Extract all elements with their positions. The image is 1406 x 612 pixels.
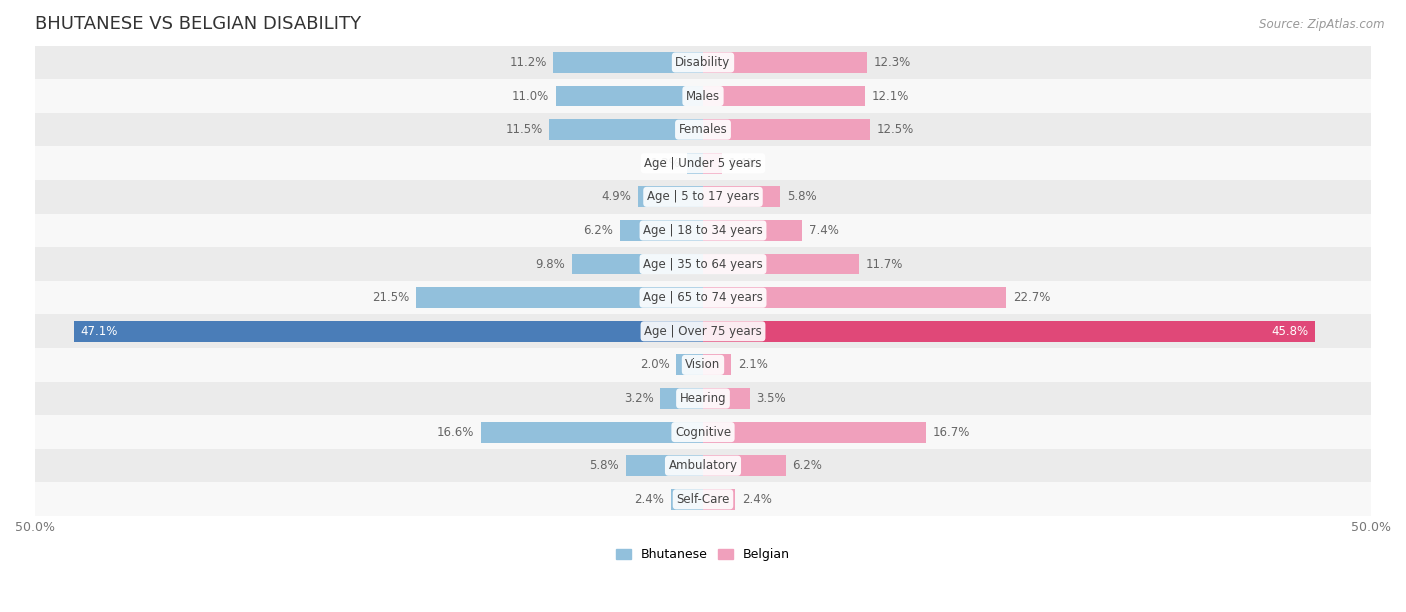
Text: 2.4%: 2.4% bbox=[634, 493, 664, 506]
Text: 11.5%: 11.5% bbox=[505, 123, 543, 136]
Text: 2.4%: 2.4% bbox=[742, 493, 772, 506]
Text: 11.0%: 11.0% bbox=[512, 89, 550, 103]
Text: 4.9%: 4.9% bbox=[600, 190, 631, 203]
Text: Age | 5 to 17 years: Age | 5 to 17 years bbox=[647, 190, 759, 203]
Legend: Bhutanese, Belgian: Bhutanese, Belgian bbox=[612, 543, 794, 566]
Text: 5.8%: 5.8% bbox=[787, 190, 817, 203]
Bar bbox=[416, 287, 703, 308]
Text: 12.1%: 12.1% bbox=[872, 89, 908, 103]
Text: 11.2%: 11.2% bbox=[509, 56, 547, 69]
Bar bbox=[703, 388, 749, 409]
Text: 3.5%: 3.5% bbox=[756, 392, 786, 405]
Bar bbox=[35, 113, 1371, 146]
Text: Self-Care: Self-Care bbox=[676, 493, 730, 506]
Bar bbox=[703, 287, 1007, 308]
Text: Males: Males bbox=[686, 89, 720, 103]
Text: 1.2%: 1.2% bbox=[651, 157, 681, 170]
Bar bbox=[35, 214, 1371, 247]
Text: 9.8%: 9.8% bbox=[536, 258, 565, 271]
Bar bbox=[35, 180, 1371, 214]
Bar bbox=[676, 354, 703, 375]
Text: Age | Under 5 years: Age | Under 5 years bbox=[644, 157, 762, 170]
Text: Cognitive: Cognitive bbox=[675, 425, 731, 439]
Text: 1.4%: 1.4% bbox=[728, 157, 758, 170]
Bar bbox=[35, 449, 1371, 482]
Bar bbox=[481, 422, 703, 442]
Bar bbox=[661, 388, 703, 409]
Bar bbox=[35, 482, 1371, 516]
Bar bbox=[703, 86, 865, 106]
Text: 6.2%: 6.2% bbox=[583, 224, 613, 237]
Text: 16.6%: 16.6% bbox=[437, 425, 475, 439]
Bar bbox=[35, 315, 1371, 348]
Bar bbox=[35, 416, 1371, 449]
Text: 2.1%: 2.1% bbox=[738, 359, 768, 371]
Bar bbox=[703, 187, 780, 207]
Bar bbox=[35, 80, 1371, 113]
Bar bbox=[671, 489, 703, 510]
Bar bbox=[35, 146, 1371, 180]
Bar bbox=[554, 52, 703, 73]
Text: Age | 65 to 74 years: Age | 65 to 74 years bbox=[643, 291, 763, 304]
Bar bbox=[35, 281, 1371, 315]
Bar bbox=[703, 119, 870, 140]
Bar bbox=[572, 253, 703, 275]
Bar bbox=[703, 455, 786, 476]
Bar bbox=[703, 153, 721, 174]
Text: Vision: Vision bbox=[685, 359, 721, 371]
Text: 22.7%: 22.7% bbox=[1012, 291, 1050, 304]
Text: Females: Females bbox=[679, 123, 727, 136]
Text: Age | 18 to 34 years: Age | 18 to 34 years bbox=[643, 224, 763, 237]
Bar bbox=[35, 247, 1371, 281]
Bar bbox=[555, 86, 703, 106]
Text: 16.7%: 16.7% bbox=[932, 425, 970, 439]
Text: Age | Over 75 years: Age | Over 75 years bbox=[644, 325, 762, 338]
Bar bbox=[73, 321, 703, 341]
Text: Ambulatory: Ambulatory bbox=[668, 459, 738, 472]
Text: 12.3%: 12.3% bbox=[875, 56, 911, 69]
Bar bbox=[626, 455, 703, 476]
Text: 12.5%: 12.5% bbox=[877, 123, 914, 136]
Text: 3.2%: 3.2% bbox=[624, 392, 654, 405]
Bar bbox=[703, 422, 927, 442]
Bar bbox=[703, 321, 1315, 341]
Bar bbox=[703, 253, 859, 275]
Bar bbox=[703, 489, 735, 510]
Text: 5.8%: 5.8% bbox=[589, 459, 619, 472]
Text: BHUTANESE VS BELGIAN DISABILITY: BHUTANESE VS BELGIAN DISABILITY bbox=[35, 15, 361, 33]
Bar bbox=[703, 220, 801, 241]
Text: 47.1%: 47.1% bbox=[80, 325, 118, 338]
Text: Age | 35 to 64 years: Age | 35 to 64 years bbox=[643, 258, 763, 271]
Bar bbox=[637, 187, 703, 207]
Bar bbox=[35, 46, 1371, 80]
Text: 45.8%: 45.8% bbox=[1271, 325, 1308, 338]
Text: 7.4%: 7.4% bbox=[808, 224, 838, 237]
Bar bbox=[703, 354, 731, 375]
Bar bbox=[35, 348, 1371, 382]
Text: Source: ZipAtlas.com: Source: ZipAtlas.com bbox=[1260, 18, 1385, 31]
Text: 11.7%: 11.7% bbox=[866, 258, 904, 271]
Bar bbox=[703, 52, 868, 73]
Bar bbox=[688, 153, 703, 174]
Text: 21.5%: 21.5% bbox=[371, 291, 409, 304]
Bar bbox=[620, 220, 703, 241]
Text: 6.2%: 6.2% bbox=[793, 459, 823, 472]
Bar bbox=[35, 382, 1371, 416]
Text: Disability: Disability bbox=[675, 56, 731, 69]
Text: 2.0%: 2.0% bbox=[640, 359, 669, 371]
Text: Hearing: Hearing bbox=[679, 392, 727, 405]
Bar bbox=[550, 119, 703, 140]
